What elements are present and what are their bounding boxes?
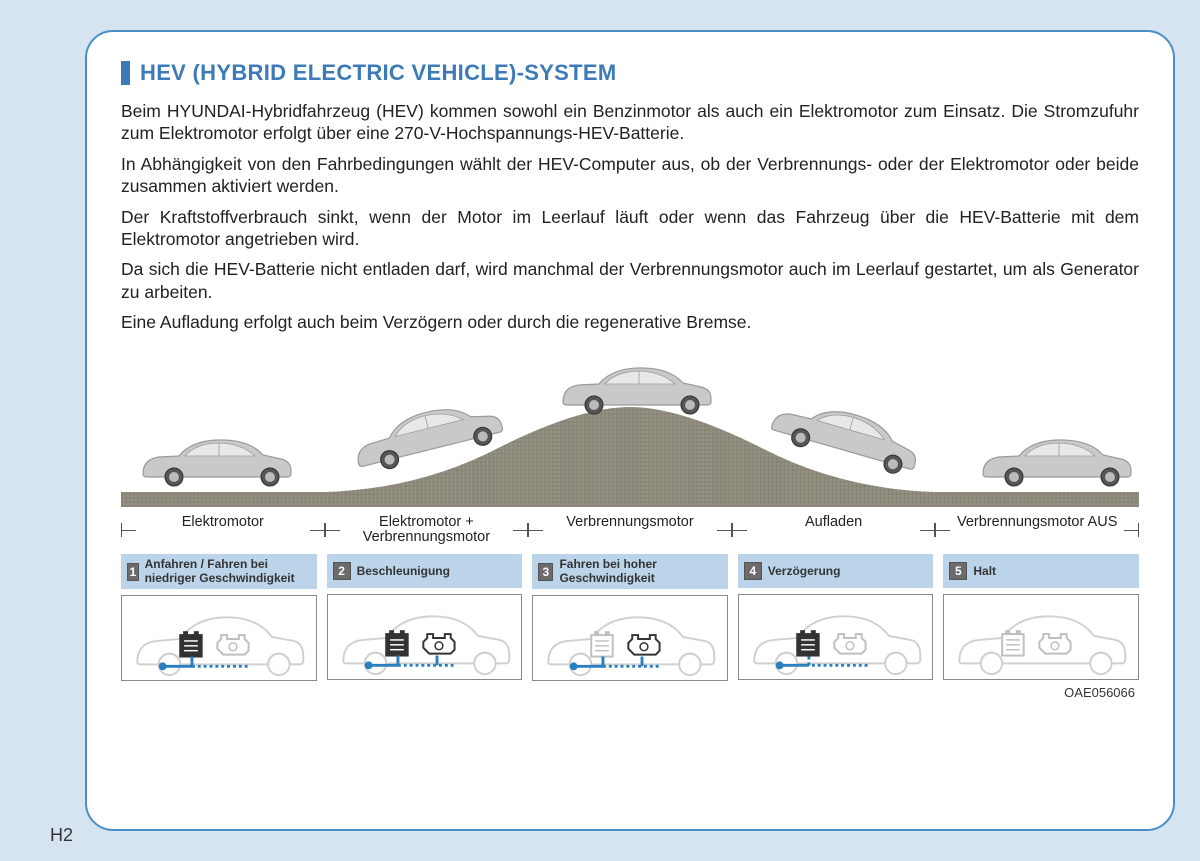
phase-card-title: Fahren bei hoher Geschwindigkeit: [559, 558, 721, 584]
driving-phases-illustration: [121, 352, 1139, 507]
paragraph: In Abhängigkeit von den Fahrbedingungen …: [121, 153, 1139, 198]
paragraph: Da sich die HEV-Batterie nicht entladen …: [121, 258, 1139, 303]
phase-cards-row: 1 Anfahren / Fahren bei niedriger Geschw…: [121, 554, 1139, 680]
phase-card: 4 Verzögerung: [738, 554, 934, 680]
car-silhouette: [971, 429, 1141, 489]
phase-card-diagram: [943, 594, 1139, 680]
figure-id: OAE056066: [121, 685, 1139, 700]
phase-label: Elektromotor + Verbrennungsmotor: [325, 513, 529, 549]
phase-card-number: 2: [333, 562, 351, 580]
phase-card-number: 5: [949, 562, 967, 580]
body-text: Beim HYUNDAI-Hybridfahrzeug (HEV) kommen…: [121, 100, 1139, 334]
phase-card-diagram: [327, 594, 523, 680]
paragraph: Eine Aufladung erfolgt auch beim Verzöge…: [121, 311, 1139, 333]
phase-card: 5 Halt: [943, 554, 1139, 680]
section-title: HEV (HYBRID ELECTRIC VEHICLE)-SYSTEM: [140, 60, 617, 86]
phase-card-number: 3: [538, 563, 553, 581]
phase-label: Elektromotor: [121, 513, 325, 549]
phase-card-diagram: [532, 595, 728, 681]
phase-card-number: 4: [744, 562, 762, 580]
car-silhouette: [131, 429, 301, 489]
phase-card-header: 4 Verzögerung: [738, 554, 934, 588]
phase-labels-row: ElektromotorElektromotor + Verbrennungsm…: [121, 513, 1139, 549]
phase-label: Verbrennungsmotor AUS: [935, 513, 1139, 549]
phase-card-header: 5 Halt: [943, 554, 1139, 588]
section-title-row: HEV (HYBRID ELECTRIC VEHICLE)-SYSTEM: [121, 60, 1139, 86]
phase-card: 3 Fahren bei hoher Geschwindigkeit: [532, 554, 728, 680]
phase-card-header: 3 Fahren bei hoher Geschwindigkeit: [532, 554, 728, 588]
title-accent-bar: [121, 61, 130, 85]
phase-card-header: 2 Beschleunigung: [327, 554, 523, 588]
phase-card-title: Halt: [973, 565, 996, 578]
paragraph: Der Kraftstoffverbrauch sinkt, wenn der …: [121, 206, 1139, 251]
phase-card-diagram: [121, 595, 317, 681]
phase-label: Aufladen: [732, 513, 936, 549]
page-frame: HEV (HYBRID ELECTRIC VEHICLE)-SYSTEM Bei…: [85, 30, 1175, 831]
car-silhouette: [551, 357, 721, 417]
phase-card-header: 1 Anfahren / Fahren bei niedriger Geschw…: [121, 554, 317, 588]
phase-card-title: Verzögerung: [768, 565, 841, 578]
phase-card-diagram: [738, 594, 934, 680]
phase-card-title: Anfahren / Fahren bei niedriger Geschwin…: [145, 558, 311, 584]
paragraph: Beim HYUNDAI-Hybridfahrzeug (HEV) kommen…: [121, 100, 1139, 145]
phase-card: 2 Beschleunigung: [327, 554, 523, 680]
phase-card: 1 Anfahren / Fahren bei niedriger Geschw…: [121, 554, 317, 680]
phase-label: Verbrennungsmotor: [528, 513, 732, 549]
page-number: H2: [50, 825, 73, 846]
phase-card-number: 1: [127, 563, 139, 581]
phase-card-title: Beschleunigung: [357, 565, 450, 578]
